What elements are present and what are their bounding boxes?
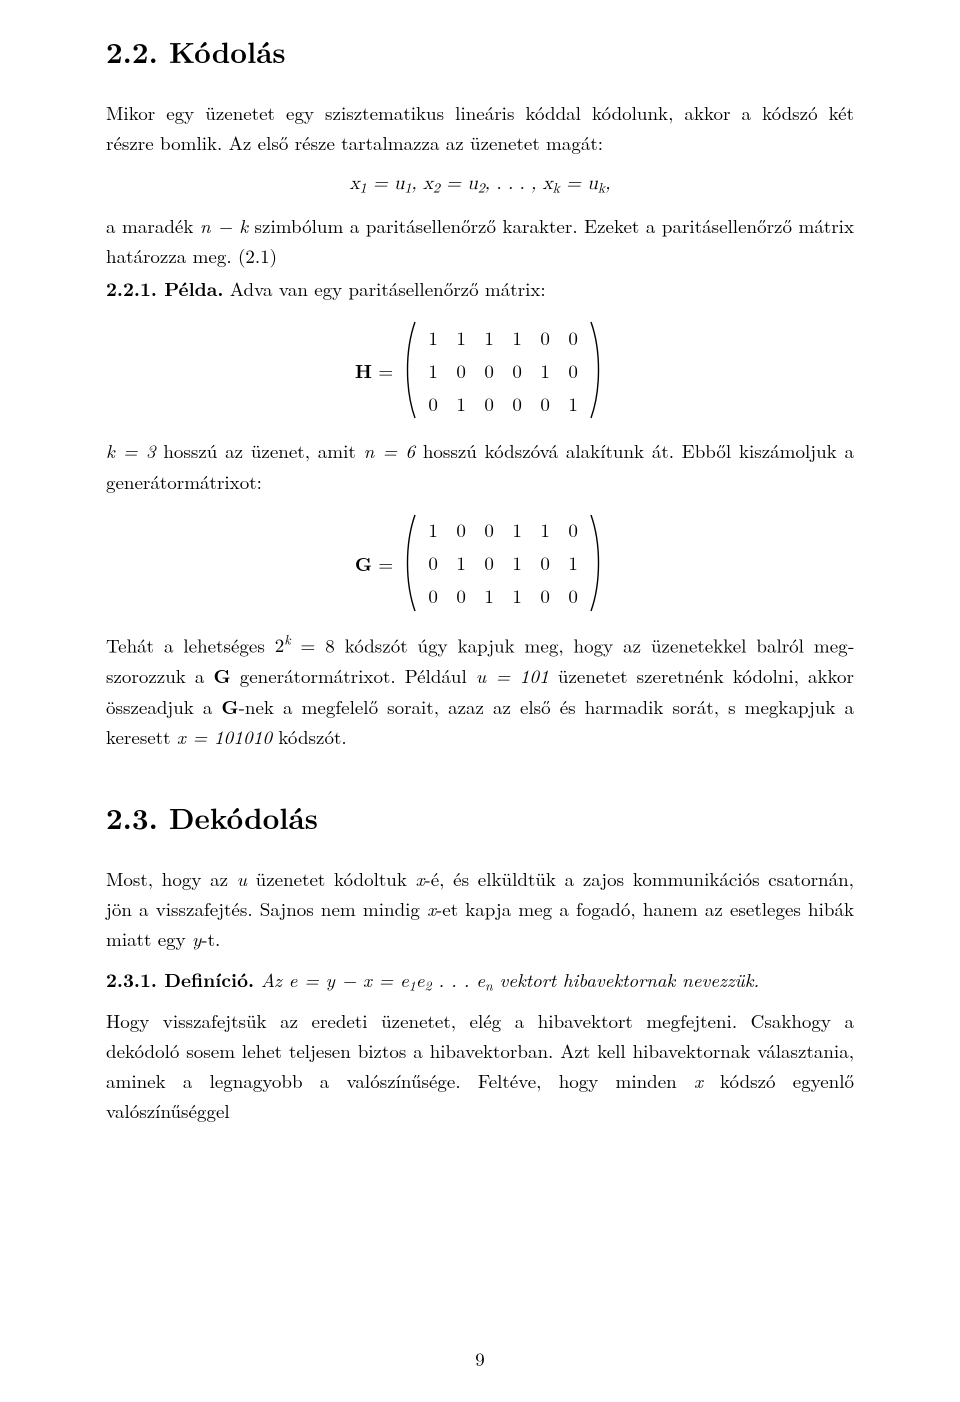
p1-e: -t. [201,925,220,952]
matrix-cell: 0 [419,579,447,612]
p1-a: Most, hogy az [106,865,237,892]
n-minus-k: n − k [200,212,248,239]
matrix-cell: 0 [503,387,531,420]
section-2-3-title: 2.3. Dekódolás [106,796,854,838]
matrix-cell: 0 [503,354,531,387]
p4-a: Tehát a lehetséges [106,631,275,658]
matrix-cell: 1 [503,320,531,353]
k3: k = 3 [106,437,156,464]
n6: n = 6 [364,437,415,464]
eq8: = 8 [291,631,335,658]
matrix-cell: 0 [475,354,503,387]
defn-a: Az [254,966,289,993]
paren-right-icon [587,320,605,420]
matrix-cell: 1 [503,513,531,546]
u-it: u [237,865,247,892]
matrix-cell: 1 [447,546,475,579]
u101: u = 101 [476,662,549,689]
matrix-cell: 1 [531,354,559,387]
sec23-p2: Hogy visszafejtsük az eredeti üzenetet, … [106,1006,854,1126]
matrix-cell: 0 [531,387,559,420]
example-tail: Adva van egy paritásellenőrző mátrix: [223,275,545,302]
matrix-G-label: G = [355,513,393,613]
matrix-cell: 1 [475,579,503,612]
sec22-p3: k = 3 hosszú az üzenet, amit n = 6 hossz… [106,436,854,496]
matrix-cell: 1 [447,387,475,420]
sec22-example-line: 2.2.1. Példa. Adva van egy paritásellenő… [106,273,854,304]
x101010: x = 101010 [177,723,272,750]
p4-f: kódszót. [272,723,347,750]
matrix-cell: 0 [531,546,559,579]
example-head: 2.2.1. Példa. [106,274,223,302]
matrix-cell: 0 [419,387,447,420]
matrix-cell: 1 [475,320,503,353]
matrix-cell: 0 [475,387,503,420]
sec22-p4: Tehát a lehetséges 2k = 8 kódszót úgy ka… [106,629,854,753]
defn-eq: e = y − x = e1e2 . . . en [289,966,493,993]
sec23-p1: Most, hogy az u üzenetet kódoltuk x-é, é… [106,864,854,954]
matrix-cell: 0 [559,579,587,612]
defn-head: 2.3.1. Definíció. [106,965,254,993]
sec22-p2: a maradék n − k szimbólum a paritásellen… [106,211,854,271]
matrix-cell: 0 [531,579,559,612]
sec22-eq1: x1 = u1, x2 = u2, . . . , xk = uk, [106,172,854,197]
matrix-cell: 0 [475,546,503,579]
matrix-cell: 1 [447,320,475,353]
matrix-G-block: G = 100110010101001100 [106,513,854,613]
two-k: 2k [275,631,291,658]
eq1-text: x1 = u1, x2 = u2, . . . , xk = uk, [350,174,611,193]
two: 2 [275,631,285,658]
matrix-cell: 0 [559,354,587,387]
x-it-3: x [694,1067,703,1094]
matrix-cell: 0 [447,354,475,387]
paren-left-icon [401,320,419,420]
sec22-p2-a: a maradék [106,212,200,239]
matrix-H-label: H = [355,320,393,420]
sec23-defn: 2.3.1. Definíció. Az e = y − x = e1e2 . … [106,964,854,996]
matrix-H: 111100100010010001 [419,320,587,420]
matrix-cell: 0 [419,546,447,579]
G-in-text: G [213,661,230,689]
matrix-cell: 1 [419,320,447,353]
x-it-2: x [427,895,436,922]
matrix-cell: 0 [447,579,475,612]
matrix-cell: 1 [559,387,587,420]
matrix-cell: 1 [559,546,587,579]
matrix-cell: 1 [419,354,447,387]
G-letter: G [355,549,372,577]
p4-c: generátormátrixot. Például [231,662,476,689]
page-number: 9 [0,1345,960,1372]
H-letter: H [355,356,372,384]
paren-right-icon-2 [587,513,605,613]
matrix-H-block: H = 111100100010010001 [106,320,854,420]
paren-left-icon-2 [401,513,419,613]
matrix-cell: 0 [531,320,559,353]
matrix-cell: 0 [475,513,503,546]
matrix-cell: 0 [559,513,587,546]
p1-b: üzenetet kódoltuk [247,865,416,892]
matrix-cell: 0 [447,513,475,546]
matrix-cell: 1 [419,513,447,546]
section-2-2-title: 2.2. Kódolás [106,30,854,72]
defn-b: vektort hibavektornak nevezzük. [493,966,760,993]
matrix-cell: 1 [503,546,531,579]
y-it: y [192,925,201,952]
sec22-p1: Mikor egy üzenetet egy szisztematikus li… [106,98,854,158]
matrix-cell: 1 [531,513,559,546]
matrix-G: 100110010101001100 [419,513,587,613]
G-in-text-2: G [221,692,238,720]
matrix-cell: 0 [559,320,587,353]
sec22-p3-a: hosszú az üzenet, amit [156,437,364,464]
matrix-cell: 1 [503,579,531,612]
